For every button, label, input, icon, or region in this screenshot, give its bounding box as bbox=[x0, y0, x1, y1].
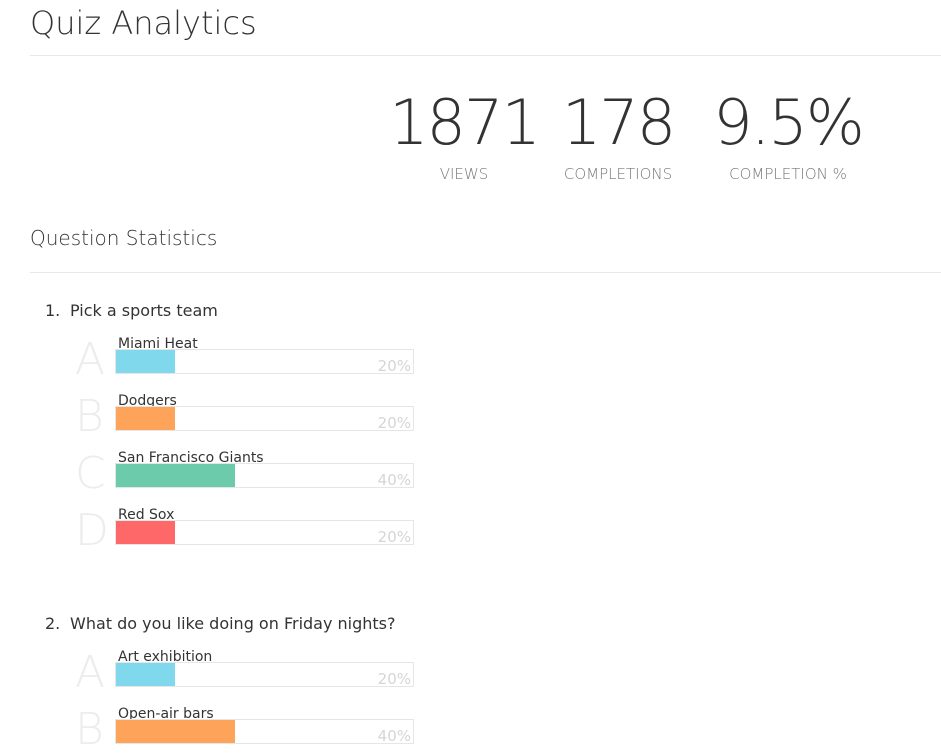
answer-bar-track: 20% bbox=[115, 662, 414, 688]
answer-letter: B bbox=[75, 704, 104, 755]
answer-letter: B bbox=[75, 391, 104, 442]
stat-value: 1871 bbox=[389, 86, 541, 159]
page: Quiz Analytics Question Statistics (() =… bbox=[30, 4, 941, 755]
answer-bar bbox=[116, 464, 235, 487]
answer-percent: 40% bbox=[377, 727, 411, 745]
answer-bar bbox=[116, 521, 176, 544]
answer-bar bbox=[116, 407, 176, 430]
question-number: 1. bbox=[45, 301, 61, 320]
answer-text: San Francisco Giants bbox=[118, 450, 264, 466]
answer-bar-track: 20% bbox=[115, 349, 414, 375]
stat-value: 178 bbox=[561, 86, 676, 159]
answer-bar bbox=[116, 350, 176, 373]
answer-bar-track: 40% bbox=[115, 719, 414, 745]
answer-bar-track: 20% bbox=[115, 520, 414, 546]
stat-label: VIEWS bbox=[439, 165, 489, 183]
divider bbox=[30, 272, 941, 273]
answer-text: Dodgers bbox=[118, 393, 177, 409]
answer-letter: C bbox=[75, 448, 106, 499]
section-title: Question Statistics bbox=[30, 226, 218, 250]
stat-label: COMPLETION % bbox=[729, 165, 847, 183]
answer-percent: 20% bbox=[377, 528, 411, 546]
answer-letter: A bbox=[75, 647, 106, 698]
answer-percent: 20% bbox=[377, 670, 411, 688]
answer-bar bbox=[116, 720, 235, 743]
question-text: What do you like doing on Friday nights? bbox=[70, 614, 396, 633]
answer-bar-track: 20% bbox=[115, 406, 414, 432]
question-number: 2. bbox=[45, 614, 61, 633]
answer-bar-track: 40% bbox=[115, 463, 414, 489]
answer-percent: 40% bbox=[377, 471, 411, 489]
answer-letter: D bbox=[75, 505, 109, 556]
stat-value: 9.5% bbox=[713, 86, 865, 159]
divider bbox=[30, 55, 941, 56]
answer-letter: A bbox=[75, 334, 106, 385]
question-text: Pick a sports team bbox=[70, 301, 218, 320]
answer-percent: 20% bbox=[377, 357, 411, 375]
answer-text: Red Sox bbox=[118, 507, 175, 523]
stat-label: COMPLETIONS bbox=[563, 165, 673, 183]
answer-text: Art exhibition bbox=[118, 649, 213, 665]
page-title: Quiz Analytics bbox=[30, 4, 257, 42]
answer-bar bbox=[116, 663, 176, 686]
answer-percent: 20% bbox=[377, 414, 411, 432]
answer-text: Miami Heat bbox=[118, 336, 198, 352]
